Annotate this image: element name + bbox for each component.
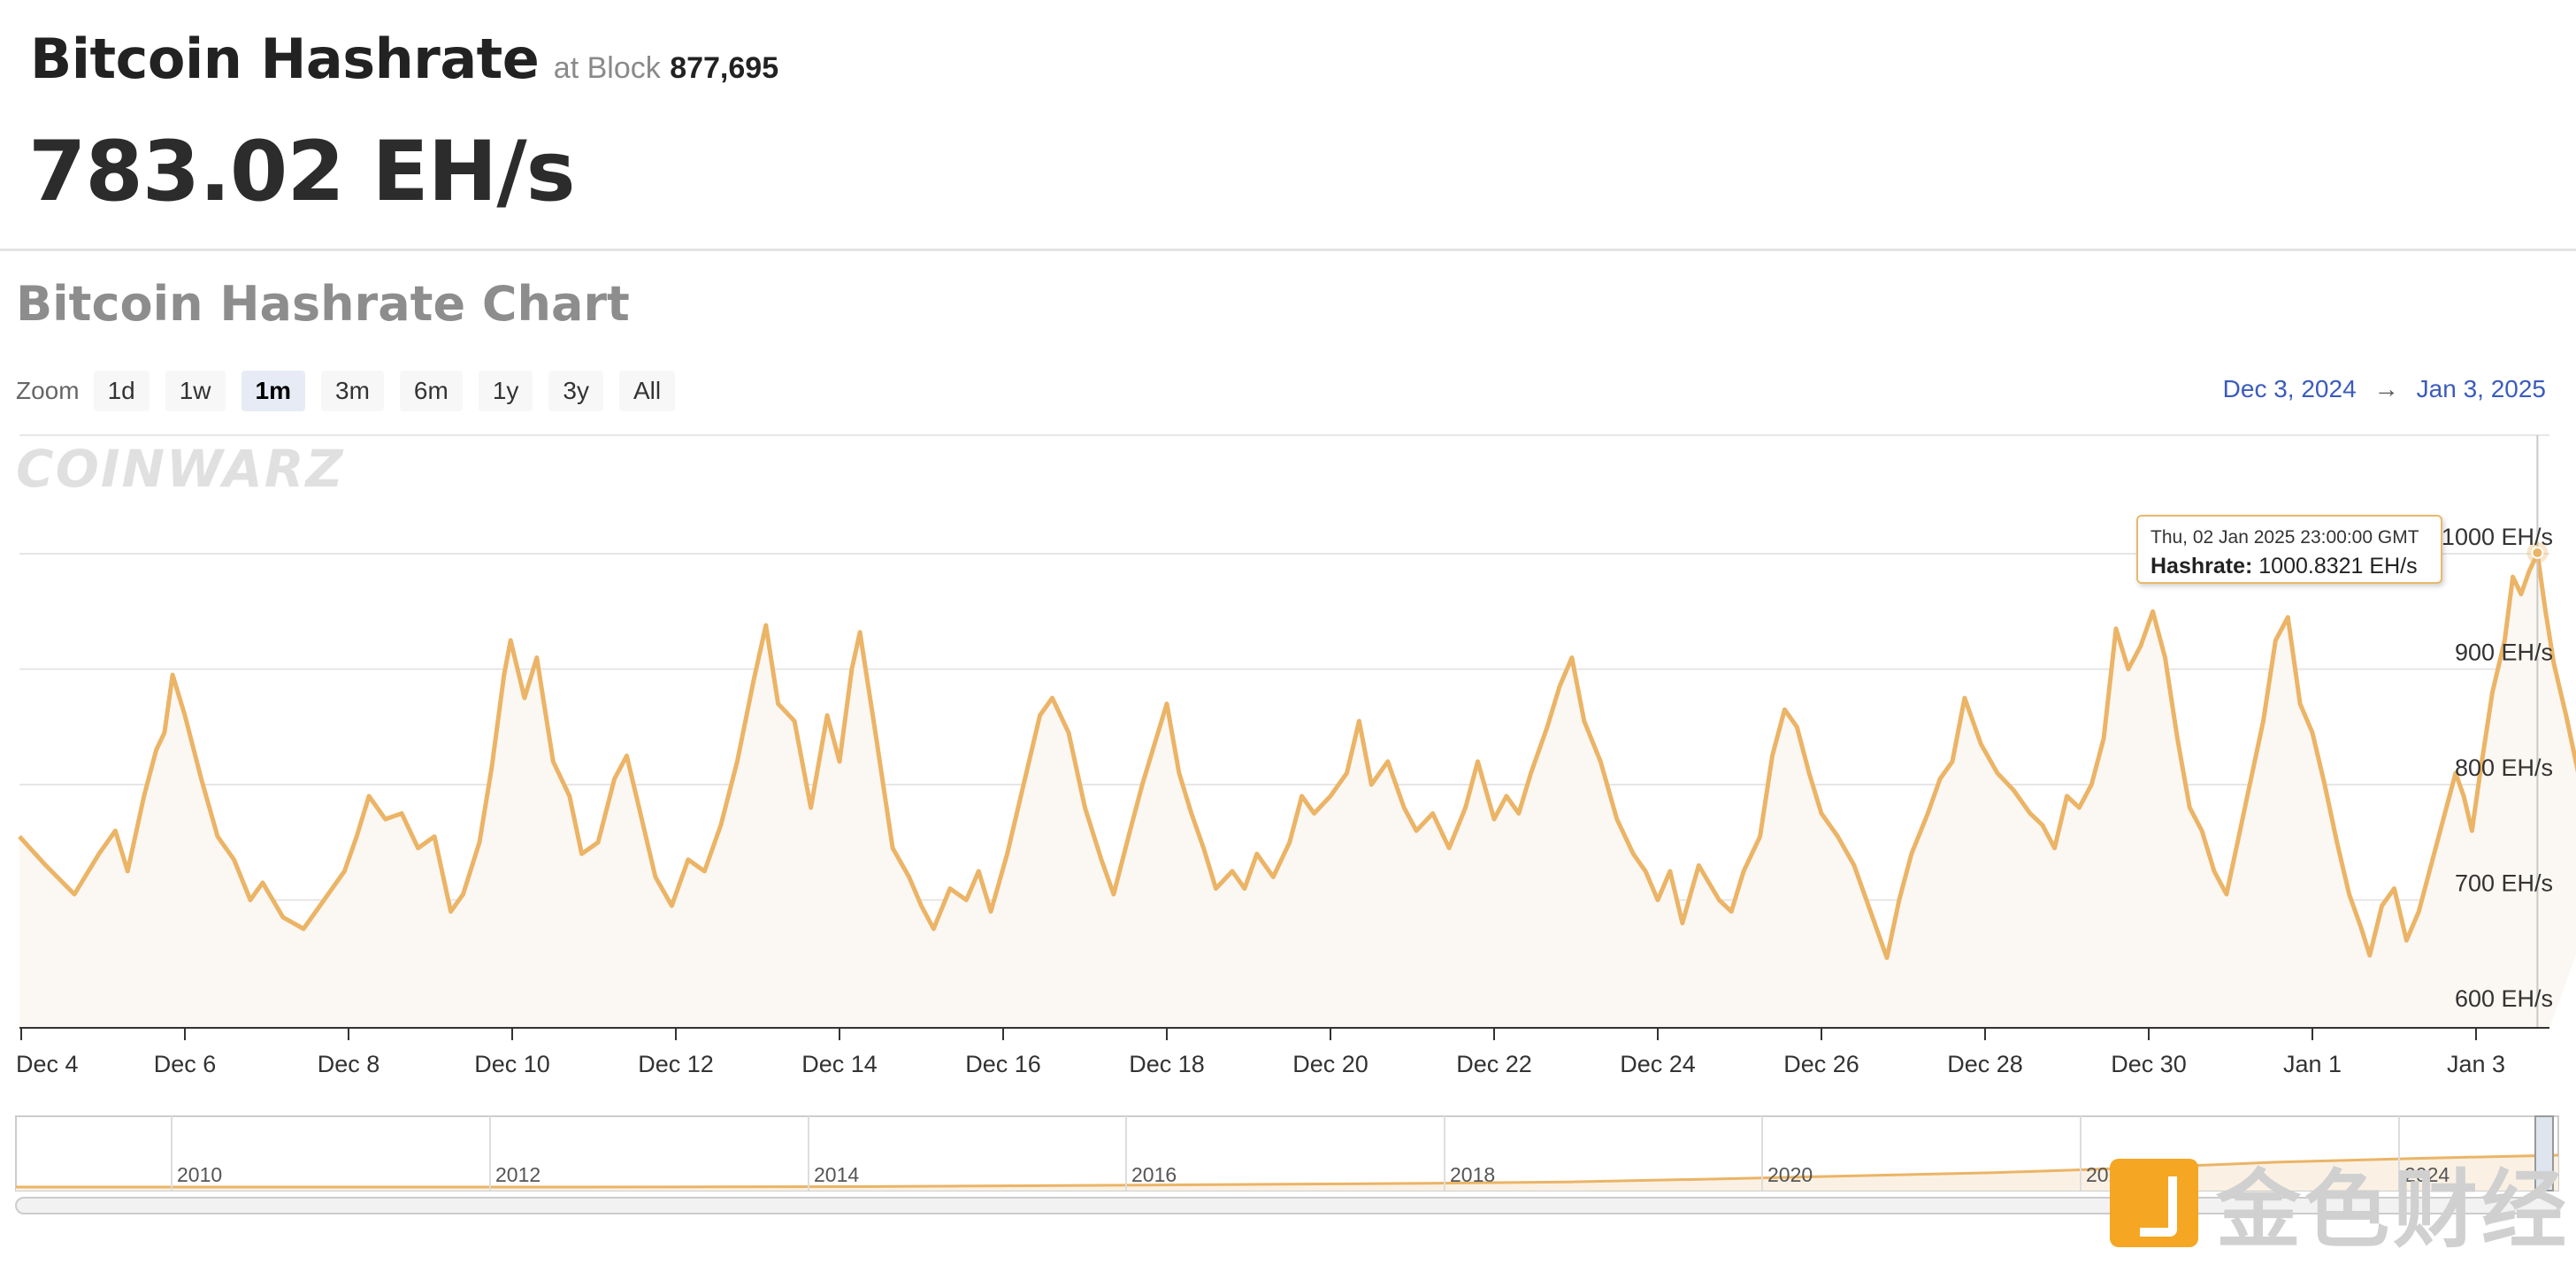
navigator-tick-label: 2020 <box>1767 1163 1813 1186</box>
zoom-button-1y[interactable]: 1y <box>478 371 533 411</box>
navigator-tick-label: 2024 <box>2404 1163 2450 1186</box>
y-tick-label: 900 EH/s <box>2455 640 2553 666</box>
x-tick-label: Dec 14 <box>801 1051 878 1077</box>
block-number: 877,695 <box>670 51 779 85</box>
coinwarz-watermark-logo: COINWARZ <box>16 439 345 499</box>
chart-title: Bitcoin Hashrate Chart <box>16 276 630 332</box>
highlighted-point <box>2531 546 2544 559</box>
brand-watermark-text: 金色财经 <box>2216 1163 2570 1258</box>
zoom-button-all[interactable]: All <box>618 371 676 411</box>
range-from-date[interactable]: Dec 3, 2024 <box>2222 375 2357 402</box>
chart-tooltip: Thu, 02 Jan 2025 23:00:00 GMT Hashrate: … <box>2136 515 2442 584</box>
x-tick-label: Dec 20 <box>1292 1051 1368 1077</box>
x-tick-label: Dec 6 <box>154 1051 217 1077</box>
chart-area <box>18 435 2576 1028</box>
zoom-button-1w[interactable]: 1w <box>165 371 226 411</box>
navigator-area <box>16 1155 2558 1191</box>
series-area-fill <box>19 554 2576 1028</box>
zoom-button-1d[interactable]: 1d <box>93 371 150 411</box>
y-tick-label: 600 EH/s <box>2455 985 2553 1012</box>
brand-watermark: 金色财经 <box>2110 1141 2570 1264</box>
x-tick-label: Dec 26 <box>1783 1051 1859 1077</box>
navigator-handle[interactable] <box>2534 1115 2554 1191</box>
navigator-tick-label: 2014 <box>814 1163 859 1186</box>
date-range: Dec 3, 2024 → Jan 3, 2025 <box>2223 375 2546 403</box>
x-axis: Dec 4 Dec 6 Dec 8 Dec 10 Dec 12 Dec 14 Dec 16 D… <box>16 1027 2549 1077</box>
navigator-tick-label: 2018 <box>1450 1163 1495 1186</box>
x-tick-label: Dec 24 <box>1620 1051 1696 1077</box>
navigator-scrollbar[interactable] <box>15 1197 2559 1214</box>
zoom-controls: Zoom 1d 1w 1m 3m 6m 1y 3y All <box>16 370 691 412</box>
header: Bitcoin Hashrate at Block 877,695 783.02… <box>0 0 2576 251</box>
x-tick-label: Dec 8 <box>318 1051 380 1077</box>
x-tick-label: Dec 16 <box>965 1051 1041 1077</box>
y-tick-label: 800 EH/s <box>2455 755 2553 781</box>
current-hashrate-value: 783.02 EH/s <box>28 124 576 220</box>
tooltip-value: 1000.8321 EH/s <box>2258 554 2418 578</box>
y-axis: 600 EH/s 700 EH/s 800 EH/s 900 EH/s 1000 EH/… <box>2442 524 2553 1012</box>
x-tick-label: Dec 28 <box>1947 1051 2023 1077</box>
x-tick-label: Dec 10 <box>474 1051 550 1077</box>
range-to-date[interactable]: Jan 3, 2025 <box>2416 375 2546 402</box>
series-line <box>18 551 2576 961</box>
x-tick-label: Dec 18 <box>1129 1051 1205 1077</box>
y-tick-label: 700 EH/s <box>2455 870 2553 897</box>
zoom-button-6m[interactable]: 6m <box>399 371 463 411</box>
zoom-button-3y[interactable]: 3y <box>548 371 603 411</box>
x-tick-label: Dec 4 <box>16 1051 79 1077</box>
x-tick-label: Dec 12 <box>638 1051 714 1077</box>
tooltip-date: Thu, 02 Jan 2025 23:00:00 GMT <box>2150 527 2419 548</box>
navigator-tick-label: 2016 <box>1131 1163 1177 1186</box>
x-tick-label: Dec 22 <box>1456 1051 1532 1077</box>
title-row: Bitcoin Hashrate at Block 877,695 <box>30 27 778 91</box>
zoom-label: Zoom <box>16 377 80 404</box>
zoom-button-3m[interactable]: 3m <box>321 371 384 411</box>
page-title: Bitcoin Hashrate <box>30 27 540 91</box>
navigator-tick-label: 2010 <box>177 1163 222 1186</box>
tooltip-label: Hashrate: <box>2150 554 2253 578</box>
x-tick-label: Jan 1 <box>2283 1051 2342 1077</box>
range-arrow-icon: → <box>2373 375 2399 402</box>
zoom-button-1m[interactable]: 1m <box>241 371 305 411</box>
at-block-label: at Block <box>553 51 661 85</box>
brand-logo-icon <box>2110 1158 2198 1247</box>
navigator-tick-label: 2012 <box>495 1163 540 1186</box>
tooltip-line: Hashrate: 1000.8321 EH/s <box>2150 554 2428 579</box>
x-tick-label: Dec 30 <box>2111 1051 2187 1077</box>
x-tick-label: Jan 3 <box>2447 1051 2505 1077</box>
y-tick-label: 1000 EH/s <box>2442 524 2553 550</box>
